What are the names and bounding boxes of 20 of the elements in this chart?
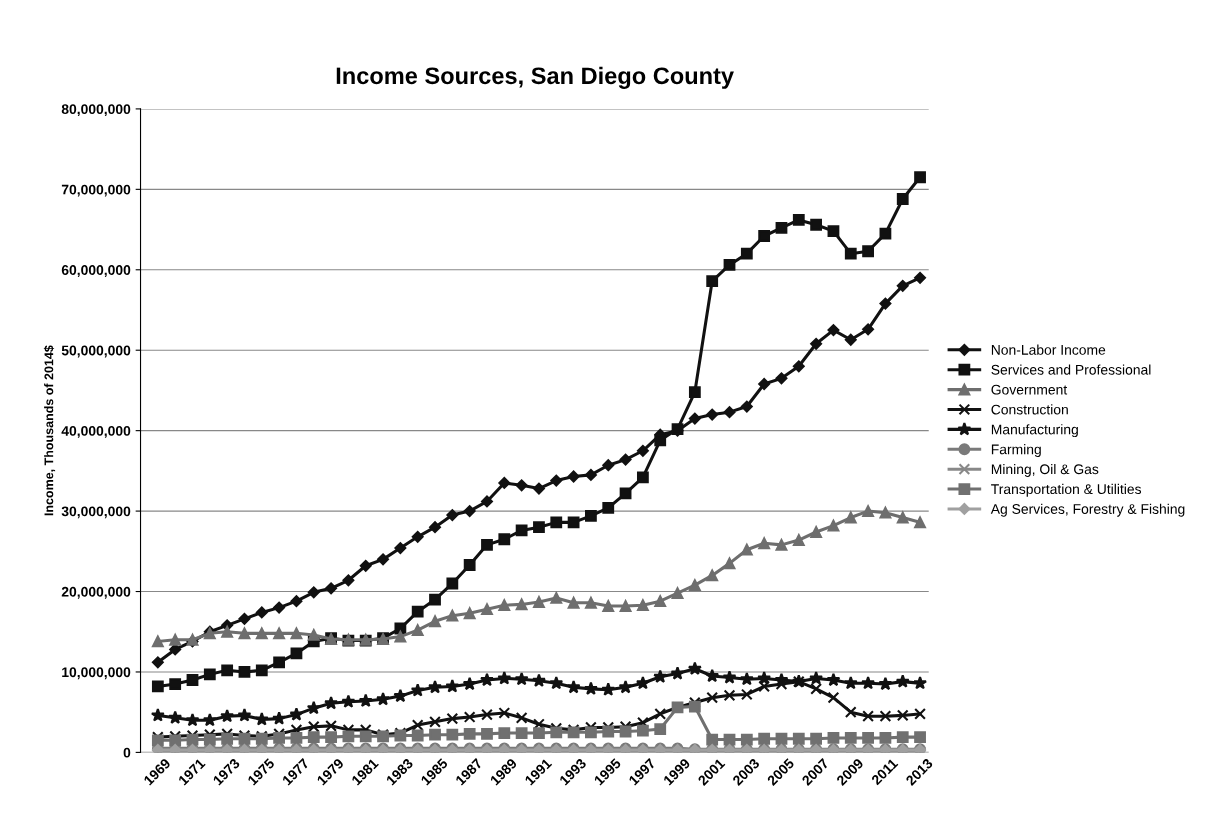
legend-label: Government [991,384,1068,395]
y-tick-label: 50,000,000 [61,345,131,358]
y-tick-label: 80,000,000 [61,104,131,117]
y-axis-title: Income, Thousands of 2014$ [43,345,56,516]
y-tick-label: 70,000,000 [61,184,131,197]
legend-label: Services and Professional [991,364,1151,375]
legend-label: Farming [991,444,1041,458]
legend-label: Construction [991,404,1068,415]
y-tick-label: 20,000,000 [61,586,131,599]
y-tick-label: 0 [123,747,131,758]
chart-title: Income Sources, San Diego County [336,66,734,89]
legend-label: Manufacturing [991,424,1078,438]
legend-label: Transportation & Utilities [991,483,1142,497]
legend-label: Mining, Oil & Gas [991,463,1099,477]
legend-label: Non-Labor Income [991,344,1106,355]
legend-label: Ag Services, Forestry & Fishing [990,503,1185,517]
y-tick-label: 10,000,000 [62,667,131,680]
y-tick-label: 40,000,000 [61,425,131,438]
y-tick-label: 60,000,000 [61,265,131,277]
y-tick-label: 30,000,000 [61,506,131,519]
